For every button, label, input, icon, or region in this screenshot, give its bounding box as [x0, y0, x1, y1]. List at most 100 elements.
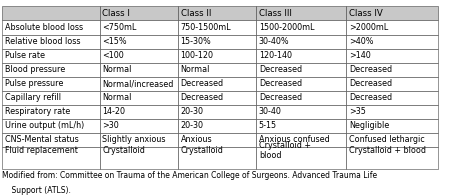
Text: 20-30: 20-30	[181, 107, 204, 116]
Text: 5-15: 5-15	[259, 121, 277, 130]
Bar	[256, 20, 346, 35]
Text: Negligible: Negligible	[349, 121, 389, 130]
Text: Normal: Normal	[181, 65, 210, 74]
Text: Confused lethargic: Confused lethargic	[349, 135, 425, 144]
Bar	[100, 35, 178, 49]
Text: Decreased: Decreased	[349, 65, 392, 74]
Bar	[256, 133, 346, 147]
Text: Decreased: Decreased	[349, 79, 392, 88]
Bar	[346, 35, 438, 49]
Text: Support (ATLS).: Support (ATLS).	[2, 186, 71, 195]
Bar	[2, 105, 100, 119]
Bar	[346, 63, 438, 77]
Text: Fluid replacement: Fluid replacement	[5, 146, 78, 155]
Bar	[2, 147, 100, 169]
Bar	[256, 35, 346, 49]
Text: Relative blood loss: Relative blood loss	[5, 37, 81, 46]
Bar	[346, 147, 438, 169]
Text: 20-30: 20-30	[181, 121, 204, 130]
Text: Crystalloid + blood: Crystalloid + blood	[349, 146, 426, 155]
Text: 750-1500mL: 750-1500mL	[181, 23, 231, 32]
Bar	[256, 63, 346, 77]
Text: Normal: Normal	[102, 65, 132, 74]
Bar	[346, 77, 438, 91]
Text: 120-140: 120-140	[259, 51, 292, 60]
Bar	[346, 133, 438, 147]
Text: Absolute blood loss: Absolute blood loss	[5, 23, 83, 32]
Text: >140: >140	[349, 51, 371, 60]
Text: 15-30%: 15-30%	[181, 37, 211, 46]
Bar	[256, 105, 346, 119]
Text: >35: >35	[349, 107, 366, 116]
Text: 30-40%: 30-40%	[259, 37, 290, 46]
Bar	[256, 119, 346, 133]
Text: Slightly anxious: Slightly anxious	[102, 135, 166, 144]
Bar	[178, 119, 256, 133]
Text: Class II: Class II	[181, 9, 211, 18]
Bar	[100, 119, 178, 133]
Text: <100: <100	[102, 51, 124, 60]
Text: <15%: <15%	[102, 37, 127, 46]
Bar	[346, 91, 438, 105]
Bar	[178, 133, 256, 147]
Text: Anxious confused: Anxious confused	[259, 135, 329, 144]
Text: 14-20: 14-20	[102, 107, 126, 116]
Bar	[100, 20, 178, 35]
Bar	[178, 6, 256, 20]
Text: <750mL: <750mL	[102, 23, 137, 32]
Text: Decreased: Decreased	[259, 79, 302, 88]
Bar	[178, 20, 256, 35]
Bar	[178, 105, 256, 119]
Text: Normal/increased: Normal/increased	[102, 79, 174, 88]
Bar	[100, 63, 178, 77]
Bar	[346, 49, 438, 63]
Bar	[2, 6, 100, 20]
Text: Decreased: Decreased	[259, 65, 302, 74]
Text: Respiratory rate: Respiratory rate	[5, 107, 71, 116]
Bar	[100, 105, 178, 119]
Text: Anxious: Anxious	[181, 135, 212, 144]
Bar	[346, 119, 438, 133]
Bar	[2, 133, 100, 147]
Text: Class I: Class I	[102, 9, 130, 18]
Text: Modified from: Committee on Trauma of the American College of Surgeons. Advanced: Modified from: Committee on Trauma of th…	[2, 171, 377, 180]
Bar	[2, 91, 100, 105]
Text: Decreased: Decreased	[181, 79, 224, 88]
Text: 100-120: 100-120	[181, 51, 214, 60]
Text: Crystalloid: Crystalloid	[102, 146, 145, 155]
Bar	[2, 63, 100, 77]
Text: Normal: Normal	[102, 93, 132, 102]
Text: Pulse rate: Pulse rate	[5, 51, 45, 60]
Bar	[256, 147, 346, 169]
Bar	[178, 147, 256, 169]
Bar	[178, 77, 256, 91]
Bar	[100, 77, 178, 91]
Bar	[2, 119, 100, 133]
Bar	[256, 49, 346, 63]
Text: >30: >30	[102, 121, 119, 130]
Bar	[178, 63, 256, 77]
Text: Urine output (mL/h): Urine output (mL/h)	[5, 121, 84, 130]
Bar	[346, 20, 438, 35]
Text: CNS-Mental status: CNS-Mental status	[5, 135, 79, 144]
Bar	[178, 91, 256, 105]
Bar	[100, 91, 178, 105]
Bar	[178, 49, 256, 63]
Bar	[100, 49, 178, 63]
Bar	[256, 77, 346, 91]
Text: 30-40: 30-40	[259, 107, 282, 116]
Text: >2000mL: >2000mL	[349, 23, 388, 32]
Bar	[100, 6, 178, 20]
Text: Decreased: Decreased	[349, 93, 392, 102]
Text: Decreased: Decreased	[181, 93, 224, 102]
Bar	[2, 20, 100, 35]
Bar	[178, 35, 256, 49]
Text: Blood pressure: Blood pressure	[5, 65, 65, 74]
Text: Crystalloid +
blood: Crystalloid + blood	[259, 141, 311, 160]
Bar	[2, 49, 100, 63]
Text: 1500-2000mL: 1500-2000mL	[259, 23, 314, 32]
Text: Capillary refill: Capillary refill	[5, 93, 61, 102]
Bar	[100, 133, 178, 147]
Text: Crystalloid: Crystalloid	[181, 146, 223, 155]
Bar	[256, 91, 346, 105]
